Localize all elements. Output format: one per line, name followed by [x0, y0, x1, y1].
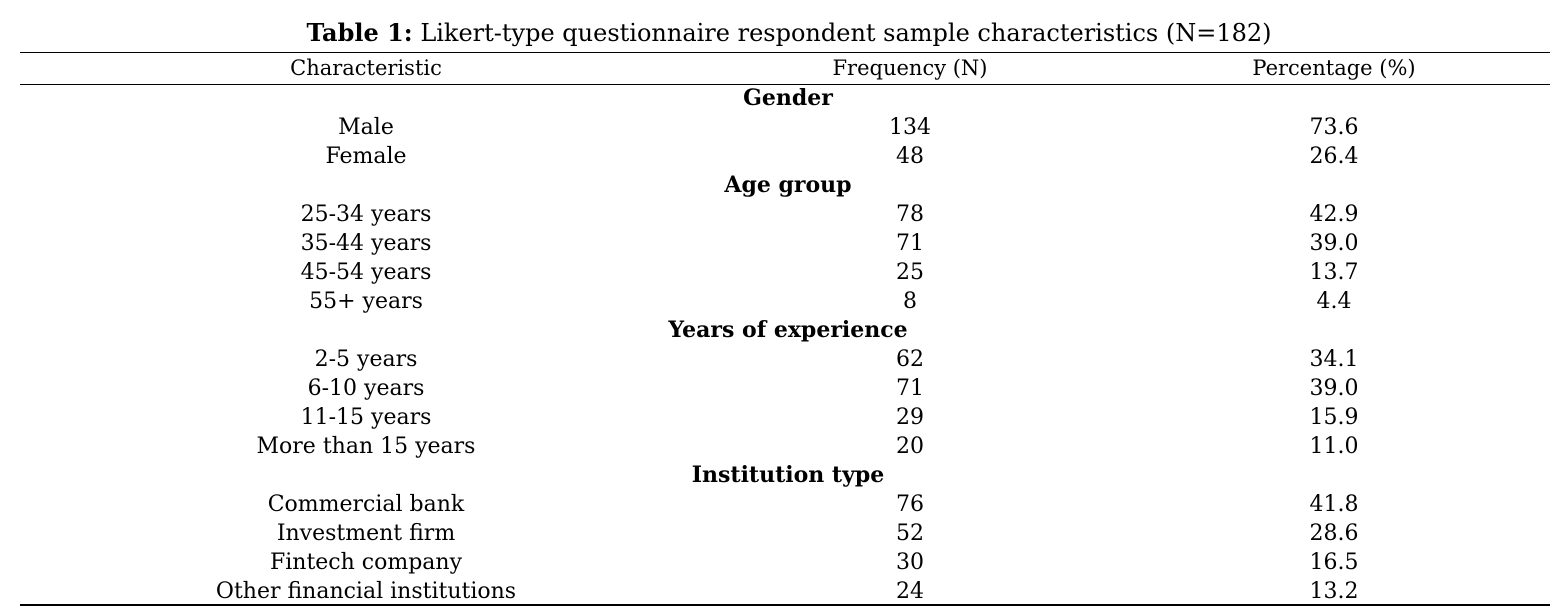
characteristic-cell: Female: [325, 144, 407, 169]
group-title: Institution type: [691, 462, 885, 488]
characteristic-cell: 2-5 years: [314, 347, 418, 372]
table-row: 55+ years 8 4.4: [0, 287, 1568, 316]
frequency-cell: 25: [896, 260, 924, 285]
group-title: Age group: [724, 172, 852, 198]
characteristic-cell: Commercial bank: [267, 492, 465, 517]
group-header: Gender: [0, 84, 1568, 113]
table-row: Commercial bank 76 41.8: [0, 490, 1568, 519]
characteristic-cell: More than 15 years: [256, 434, 476, 459]
frequency-cell: 30: [896, 550, 924, 575]
table-row: Male 134 73.6: [0, 113, 1568, 142]
table-bottom-rule: [20, 604, 1550, 606]
header-characteristic: Characteristic: [290, 56, 442, 80]
table-row: 25-34 years 78 42.9: [0, 200, 1568, 229]
percentage-cell: 16.5: [1309, 550, 1359, 575]
percentage-cell: 13.7: [1309, 260, 1359, 285]
frequency-cell: 71: [896, 231, 924, 256]
characteristic-cell: 35-44 years: [300, 231, 432, 256]
group-title: Gender: [743, 85, 833, 111]
percentage-cell: 11.0: [1309, 434, 1359, 459]
header-percentage: Percentage (%): [1252, 56, 1416, 80]
percentage-cell: 39.0: [1309, 231, 1359, 256]
percentage-cell: 4.4: [1316, 289, 1352, 314]
frequency-cell: 78: [896, 202, 924, 227]
percentage-cell: 73.6: [1309, 115, 1359, 140]
percentage-cell: 28.6: [1309, 521, 1359, 546]
frequency-cell: 62: [896, 347, 924, 372]
characteristic-cell: 6-10 years: [307, 376, 425, 401]
table-top-rule: [20, 52, 1550, 53]
group-header: Age group: [0, 171, 1568, 200]
characteristic-cell: 11-15 years: [300, 405, 432, 430]
table-row: Fintech company 30 16.5: [0, 548, 1568, 577]
characteristic-cell: 25-34 years: [300, 202, 432, 227]
table-row: Other financial institutions 24 13.2: [0, 577, 1568, 606]
percentage-cell: 13.2: [1309, 579, 1359, 604]
frequency-cell: 24: [896, 579, 924, 604]
percentage-cell: 26.4: [1309, 144, 1359, 169]
frequency-cell: 20: [896, 434, 924, 459]
frequency-cell: 29: [896, 405, 924, 430]
characteristic-cell: 55+ years: [309, 289, 423, 314]
frequency-cell: 134: [889, 115, 931, 140]
percentage-cell: 42.9: [1309, 202, 1359, 227]
table-row: Female 48 26.4: [0, 142, 1568, 171]
table-row: More than 15 years 20 11.0: [0, 432, 1568, 461]
table-body: Gender Male 134 73.6 Female 48 26.4 Age group 25…: [0, 84, 1568, 606]
table-title-label: Table 1:: [306, 18, 413, 47]
table-row: 45-54 years 25 13.7: [0, 258, 1568, 287]
frequency-cell: 8: [903, 289, 917, 314]
characteristic-cell: 45-54 years: [300, 260, 432, 285]
table-row: 6-10 years 71 39.0: [0, 374, 1568, 403]
frequency-cell: 52: [896, 521, 924, 546]
table-row: 11-15 years 29 15.9: [0, 403, 1568, 432]
header-frequency: Frequency (N): [832, 56, 988, 80]
group-header: Years of experience: [0, 316, 1568, 345]
frequency-cell: 76: [896, 492, 924, 517]
table-row: Investment firm 52 28.6: [0, 519, 1568, 548]
characteristic-cell: Investment firm: [276, 521, 456, 546]
percentage-cell: 15.9: [1309, 405, 1359, 430]
characteristic-cell: Fintech company: [269, 550, 463, 575]
frequency-cell: 71: [896, 376, 924, 401]
percentage-cell: 39.0: [1309, 376, 1359, 401]
percentage-cell: 41.8: [1309, 492, 1359, 517]
table-row: 2-5 years 62 34.1: [0, 345, 1568, 374]
characteristic-cell: Male: [338, 115, 394, 140]
header-rule: [20, 84, 1550, 85]
percentage-cell: 34.1: [1309, 347, 1359, 372]
group-title: Years of experience: [668, 317, 908, 343]
group-header: Institution type: [0, 461, 1568, 490]
table-title-text: Likert-type questionnaire respondent sam…: [420, 19, 1272, 47]
frequency-cell: 48: [896, 144, 924, 169]
table-title: Table 1: Likert-type questionnaire respo…: [0, 18, 1568, 48]
characteristic-cell: Other financial institutions: [215, 579, 517, 604]
table-row: 35-44 years 71 39.0: [0, 229, 1568, 258]
